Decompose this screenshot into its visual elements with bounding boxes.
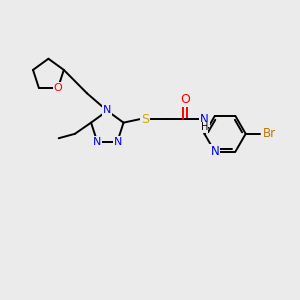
Text: O: O: [180, 94, 190, 106]
Text: H: H: [200, 122, 208, 132]
Text: Br: Br: [263, 127, 276, 140]
Text: S: S: [141, 112, 149, 126]
Text: N: N: [200, 112, 208, 126]
Text: N: N: [92, 137, 101, 147]
Text: N: N: [210, 145, 219, 158]
Text: N: N: [103, 105, 112, 115]
Text: N: N: [114, 137, 122, 147]
Text: O: O: [54, 83, 62, 93]
